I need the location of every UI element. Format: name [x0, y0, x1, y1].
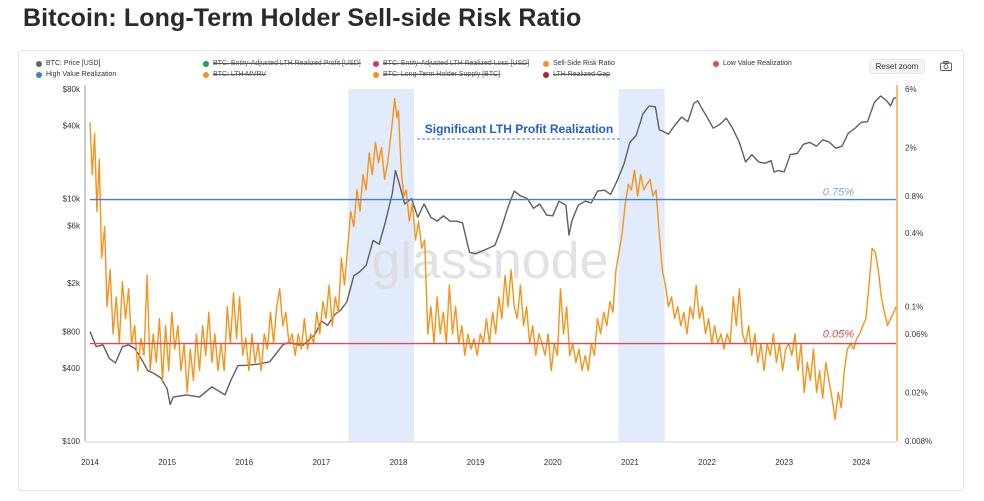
x-tick-label: 2017 [312, 458, 330, 467]
legend-label: LTH Realized Gap [553, 71, 611, 78]
threshold-label-high: 0.75% [823, 187, 854, 199]
y-left-tick-label: $10k [63, 194, 81, 203]
legend-dot-icon [543, 71, 549, 78]
legend-label: Low Value Realization [723, 60, 792, 67]
y-right-tick-label: 0.008% [905, 437, 932, 446]
x-tick-label: 2023 [775, 458, 793, 467]
legend-item-btc-lth-mvrv[interactable]: BTC: LTH-MVRV [203, 71, 266, 78]
y-right-tick-label: 0.1% [905, 303, 923, 312]
reset-zoom-button[interactable]: Reset zoom [869, 59, 925, 74]
legend-dot-icon [373, 60, 379, 67]
legend-item-low-value-realization[interactable]: Low Value Realization [713, 60, 792, 67]
camera-icon[interactable] [940, 61, 952, 71]
legend-item-btc-entity-adjusted-lth-realized-loss-usd[interactable]: BTC: Entity-Adjusted LTH Realized Loss [… [373, 60, 529, 67]
y-left-tick-label: $6k [67, 221, 81, 230]
y-left-tick-label: $100 [62, 437, 80, 446]
y-right-tick-label: 2% [905, 143, 917, 152]
legend-dot-icon [36, 60, 42, 67]
y-left-tick-label: $40k [63, 121, 81, 130]
y-left-tick-label: $80k [63, 85, 81, 94]
x-tick-label: 2015 [158, 458, 176, 467]
x-tick-label: 2020 [544, 458, 562, 467]
legend-dot-icon [203, 71, 209, 78]
legend-dot-icon [373, 71, 379, 78]
legend-label: BTC: Price [USD] [46, 60, 101, 67]
x-tick-label: 2024 [852, 458, 870, 467]
legend-label: BTC: LTH-MVRV [213, 71, 267, 78]
legend-dot-icon [543, 60, 549, 67]
y-left-tick-label: $2k [67, 279, 81, 288]
legend-item-sell-side-risk-ratio[interactable]: Sell-Side Risk Ratio [543, 60, 615, 67]
legend-item-btc-entity-adjusted-lth-realized-profit-usd[interactable]: BTC: Entity-Adjusted LTH Realized Profit… [203, 60, 361, 67]
legend-dot-icon [36, 71, 42, 78]
x-tick-label: 2016 [235, 458, 253, 467]
legend-item-btc-price-usd[interactable]: BTC: Price [USD] [36, 60, 100, 67]
legend-label: Sell-Side Risk Ratio [553, 60, 615, 67]
y-left-tick-label: $800 [62, 328, 80, 337]
series-line-btc-price [89, 95, 897, 406]
watermark: glassnode [371, 232, 608, 290]
x-tick-label: 2021 [621, 458, 639, 467]
y-right-tick-label: 0.02% [905, 388, 928, 397]
legend-label: BTC: Entity-Adjusted LTH Realized Profit… [213, 60, 361, 67]
legend-label: High Value Realization [46, 71, 117, 78]
y-right-tick-label: 0.4% [905, 229, 923, 238]
x-tick-label: 2018 [390, 458, 408, 467]
legend-label: BTC: Long-Term Holder Supply [BTC] [383, 71, 501, 78]
legend-item-lth-realized-gap[interactable]: LTH Realized Gap [543, 71, 610, 78]
highlight-band [618, 89, 665, 441]
y-left-tick-label: $400 [62, 364, 80, 373]
legend-item-btc-long-term-holder-supply-btc[interactable]: BTC: Long-Term Holder Supply [BTC] [373, 71, 500, 78]
x-tick-label: 2019 [467, 458, 485, 467]
page-title: Bitcoin: Long-Term Holder Sell-side Risk… [23, 4, 582, 32]
series-line-sell-side-risk-ratio [89, 98, 897, 421]
legend-label: BTC: Entity-Adjusted LTH Realized Loss [… [383, 60, 530, 67]
x-tick-label: 2014 [81, 458, 99, 467]
x-tick-label: 2022 [698, 458, 716, 467]
threshold-label-low: 0.05% [823, 329, 854, 341]
y-right-tick-label: 0.06% [905, 330, 928, 339]
y-right-tick-label: 0.8% [905, 192, 923, 201]
annotation-profit-realization: Significant LTH Profit Realization [425, 122, 613, 136]
chart-frame [18, 50, 964, 491]
legend-item-high-value-realization[interactable]: High Value Realization [36, 71, 116, 78]
y-right-tick-label: 6% [905, 85, 917, 94]
legend-dot-icon [203, 60, 209, 67]
legend-dot-icon [713, 60, 719, 67]
